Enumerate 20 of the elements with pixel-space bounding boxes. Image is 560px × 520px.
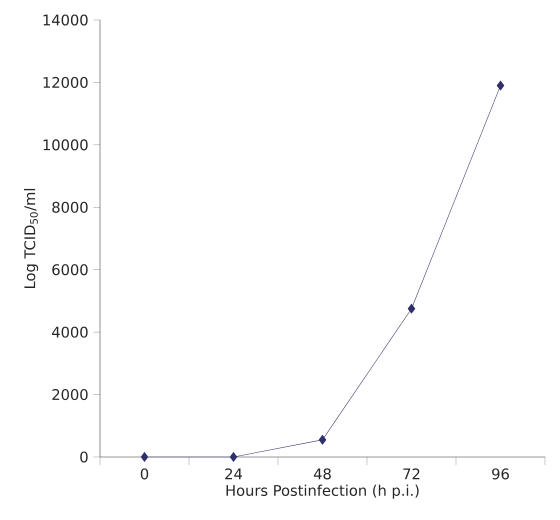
point (140, 452, 148, 462)
x-axis-title: Hours Postinfection (h p.i.) (226, 484, 419, 499)
y-axis-title: Log TCID$_{50}$/ml (24, 188, 38, 288)
y-tick-label: 4000 (52, 326, 88, 338)
y-tick-label: 2000 (52, 389, 88, 400)
x-tick-label: 96 (492, 468, 509, 480)
y-tick-label: 14000 (44, 14, 88, 26)
y-tick-label: 8000 (52, 202, 88, 213)
y-tick-label: 0 (80, 451, 88, 463)
point (230, 452, 238, 462)
x-tick-label: 24 (225, 468, 242, 480)
y-tick-label: 12000 (44, 76, 88, 88)
x-tick-label: 0 (140, 468, 148, 480)
y-tick-label: 10000 (44, 139, 88, 150)
point (318, 434, 326, 445)
x-tick-label: 72 (403, 468, 420, 480)
point (408, 304, 416, 314)
point (496, 80, 504, 90)
y-tick-label: 6000 (52, 264, 88, 276)
x-tick-label: 48 (314, 468, 331, 480)
